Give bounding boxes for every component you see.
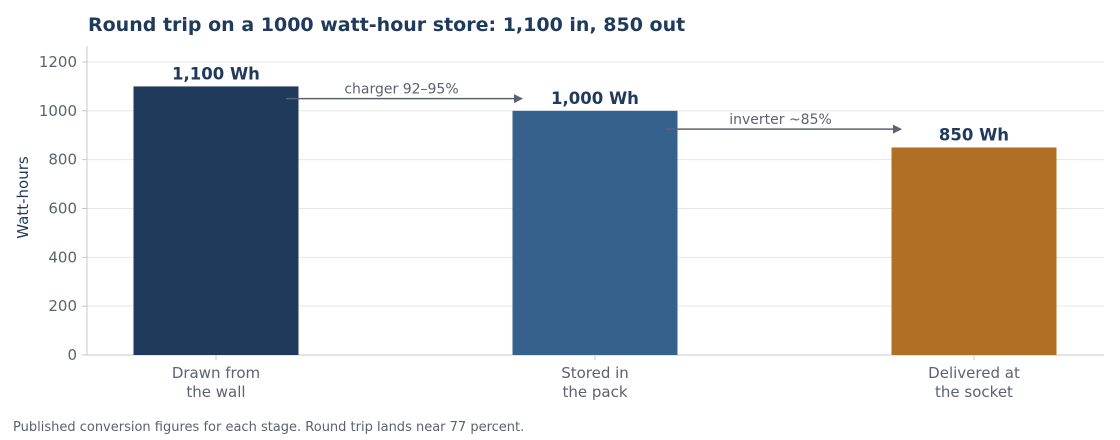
y-tick-label: 0 <box>67 346 77 364</box>
y-tick-label: 1000 <box>39 102 77 120</box>
bar-value-label: 850 Wh <box>939 125 1009 144</box>
bar <box>133 86 299 356</box>
footnote: Published conversion figures for each st… <box>13 420 524 435</box>
y-axis: 0 200 400 600 800 1000 1200 <box>39 53 87 364</box>
chart-title: Round trip on a 1000 watt-hour store: 1,… <box>88 14 685 36</box>
bar-value-label: 1,100 Wh <box>172 64 260 83</box>
bar-value-label: 1,000 Wh <box>551 89 639 108</box>
x-tick-label: Delivered at the socket <box>928 364 1020 401</box>
y-tick-label: 800 <box>48 151 77 169</box>
x-tick-label: Stored in the pack <box>561 364 629 401</box>
y-tick-label: 600 <box>48 200 77 218</box>
annotation-label: inverter ~85% <box>729 112 832 128</box>
annotation-label: charger 92–95% <box>344 82 458 98</box>
y-axis-label: Watt-hours <box>14 156 32 239</box>
y-tick-label: 200 <box>48 297 77 315</box>
x-axis: Drawn from the wall Stored in the pack Deliv… <box>172 355 1020 401</box>
bars: 1,100 Wh 1,000 Wh 850 Wh <box>133 64 1057 356</box>
arrow-head <box>893 124 902 134</box>
bar <box>891 147 1057 355</box>
y-tick-label: 400 <box>48 248 77 266</box>
y-tick-label: 1200 <box>39 53 77 71</box>
x-tick-label: Drawn from the wall <box>172 364 260 401</box>
annotations: charger 92–95% inverter ~85% <box>286 82 902 134</box>
bar <box>512 110 678 355</box>
arrow-head <box>514 94 523 104</box>
